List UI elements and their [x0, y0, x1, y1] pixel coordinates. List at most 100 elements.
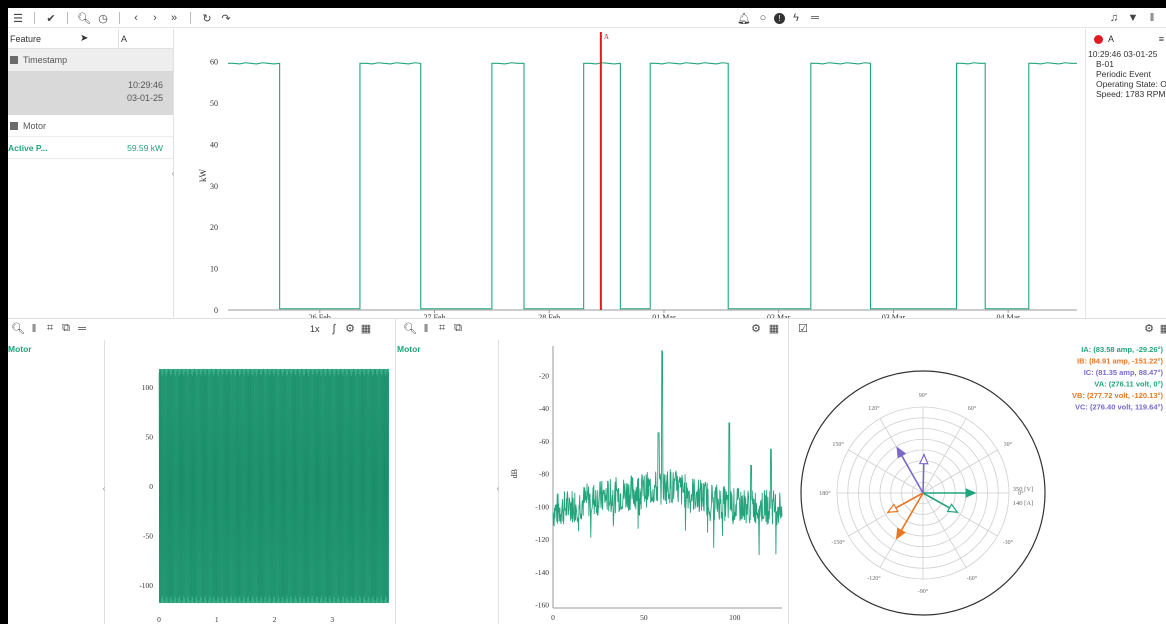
- y-axis-label: dB: [510, 469, 519, 478]
- feature-row-active-power[interactable]: Active P... 59.59 kW: [8, 137, 173, 159]
- timestamp-date: 03-01-25: [126, 93, 163, 103]
- pause-icon[interactable]: ‖: [423, 322, 429, 335]
- y-tick-label: 60: [210, 58, 218, 67]
- x-tick-label: 3: [330, 615, 334, 624]
- toolbar-right-group: ♫ ▼ ‖ ▯: [1106, 10, 1166, 26]
- grid-icon[interactable]: ▦: [1159, 323, 1166, 335]
- gear-icon[interactable]: ⚙: [751, 323, 761, 335]
- motor-section[interactable]: Motor: [8, 115, 173, 137]
- phasor-legend-entry: VB: (277.72 volt, -120.13°): [1072, 391, 1163, 400]
- panel-divider: [498, 340, 499, 624]
- next-icon[interactable]: ›: [153, 12, 157, 24]
- timestamp-section-label: Timestamp: [23, 55, 68, 65]
- grid-icon[interactable]: ▦: [360, 323, 372, 335]
- integral-icon[interactable]: ∫: [332, 322, 336, 335]
- feature-column-label[interactable]: Feature: [10, 33, 42, 44]
- layers-icon[interactable]: ⧉: [454, 322, 462, 334]
- menu-icon[interactable]: ≡: [1158, 34, 1164, 44]
- timestamp-time: 10:29:46: [127, 80, 163, 90]
- phasor-grid-spoke: [848, 449, 924, 494]
- column-a-label[interactable]: A: [118, 29, 173, 48]
- active-power-series-line: [228, 62, 1077, 310]
- phasor-grid-spoke: [922, 418, 967, 494]
- equals-icon[interactable]: ═: [811, 12, 819, 24]
- phasor-chart[interactable]: 90° 60° 30° 0° -30° -60° -90° -120° -150° 180° 150…: [789, 340, 1166, 624]
- filter-icon[interactable]: ▼: [1127, 12, 1139, 24]
- comment-icon[interactable]: ○: [759, 12, 767, 24]
- collapse-handle-icon[interactable]: ‹: [496, 484, 500, 493]
- toolbar-left-group: ☰ ✔ 🔍︎ ◷ ‹ › » ↻ ↷: [10, 10, 234, 26]
- gear-icon[interactable]: ⚙: [345, 323, 355, 335]
- checkbox-icon[interactable]: ☑: [798, 323, 808, 335]
- phasor-outer-circle: [800, 370, 1046, 616]
- x-tick-label: 50: [640, 613, 648, 622]
- y-tick-label: -100: [535, 502, 549, 511]
- cursor-info-panel: A ≡ 10:29:46 03-01-25 B-01 Periodic Even…: [1085, 29, 1166, 318]
- checkmark-icon[interactable]: ✔: [46, 12, 56, 25]
- menu-icon[interactable]: ☰: [13, 12, 23, 25]
- feature-value: 59.59 kW: [127, 142, 163, 153]
- refresh-icon[interactable]: ↻: [202, 12, 212, 25]
- spectrum-chart[interactable]: -20-40-60-80-100-120-140-160050100dBHz: [499, 340, 787, 624]
- pause-icon[interactable]: ‖: [1149, 12, 1155, 24]
- clock-icon[interactable]: ◷: [98, 12, 108, 25]
- waveform-feature-label: Motor: [8, 344, 32, 354]
- phasor-radial-label: 350 [V]: [1013, 486, 1033, 493]
- zoom-icon[interactable]: 🔍︎: [77, 12, 91, 25]
- cursor-arrow-icon[interactable]: ➤: [80, 33, 89, 44]
- phasor-arrow-head: [895, 527, 906, 540]
- app-window: ☰ ✔ 🔍︎ ◷ ‹ › » ↻ ↷ 🔔︎ ○ ! ϟ ═ ♫ ▼ ‖ ▯: [8, 8, 1166, 624]
- y-axis-label: kW: [198, 169, 208, 183]
- phasor-angle-label: -150°: [831, 539, 845, 546]
- phasor-legend-entry: IA: (83.58 amp, -29.26°): [1081, 345, 1163, 354]
- collapse-handle-icon[interactable]: ‹: [102, 484, 106, 493]
- panel-divider: [395, 318, 396, 624]
- chart-icon[interactable]: ⌗: [438, 322, 446, 334]
- collapse-square-icon[interactable]: [10, 56, 18, 64]
- feature-table-header: Feature ➤ A: [8, 29, 173, 49]
- equals-icon[interactable]: ═: [78, 322, 86, 335]
- phasor-angle-label: 30°: [1004, 441, 1013, 448]
- notification-icon[interactable]: ♫: [1109, 12, 1119, 24]
- waveform-zoom-label[interactable]: 1x: [310, 323, 320, 334]
- x-tick-label: 28 Feb: [538, 313, 560, 318]
- cursor-marker-icon[interactable]: [1094, 34, 1103, 44]
- info-icon[interactable]: !: [774, 12, 785, 24]
- chart-icon[interactable]: ⌗: [46, 322, 54, 334]
- collapse-square-icon[interactable]: [10, 121, 18, 130]
- phasor-legend-entry: VC: (276.40 volt, 119.64°): [1075, 403, 1164, 412]
- zoom-icon[interactable]: 🔍︎: [403, 323, 417, 335]
- prev-icon[interactable]: ‹: [134, 12, 138, 24]
- cursor-info-timestamp: 10:29:46 03-01-25: [1088, 49, 1158, 59]
- top-toolbar: ☰ ✔ 🔍︎ ◷ ‹ › » ↻ ↷ 🔔︎ ○ ! ϟ ═ ♫ ▼ ‖ ▯: [8, 8, 1166, 28]
- cursor-info-label: A: [1108, 34, 1115, 44]
- bell-icon[interactable]: 🔔︎: [737, 12, 751, 25]
- zoom-icon[interactable]: 🔍︎: [11, 323, 25, 335]
- timestamp-section[interactable]: Timestamp: [8, 49, 173, 71]
- phasor-angle-label: 0°: [1018, 490, 1024, 497]
- signal-icon[interactable]: ϟ: [793, 12, 799, 24]
- fast-forward-icon[interactable]: »: [170, 12, 178, 24]
- spectrum-series-line: [552, 350, 783, 556]
- spectrum-feature-label: Motor: [397, 344, 421, 354]
- panel-divider: [104, 340, 105, 624]
- y-tick-label: 100: [142, 383, 154, 392]
- main-trend-chart[interactable]: 0 10 20 30 40 50 60 kW 26 Feb 27 Feb 28 Feb 01 Mar 0…: [178, 29, 1083, 322]
- phasor-angle-label: 90°: [919, 392, 928, 399]
- y-tick-label: 30: [210, 182, 218, 191]
- grid-icon[interactable]: ▦: [768, 323, 780, 335]
- redo-icon[interactable]: ↷: [221, 12, 231, 25]
- phasor-angle-label: -30°: [1003, 539, 1014, 546]
- layers-icon[interactable]: ⧉: [62, 322, 70, 334]
- phasor-angle-label: -90°: [918, 588, 929, 595]
- main-trend-svg[interactable]: 0 10 20 30 40 50 60 kW 26 Feb 27 Feb 28 Feb 01 Mar 0…: [178, 29, 1083, 322]
- x-tick-label: 1: [215, 615, 219, 624]
- collapse-handle-icon[interactable]: ‹: [171, 169, 175, 178]
- y-tick-label: -80: [539, 470, 549, 479]
- pause-icon[interactable]: ‖: [31, 322, 37, 335]
- gear-icon[interactable]: ⚙: [1144, 323, 1154, 335]
- phasor-angle-label: -60°: [967, 575, 978, 582]
- phasor-legend-entry: IB: (84.91 amp, -151.22°): [1077, 357, 1163, 366]
- y-tick-label: 40: [210, 140, 218, 149]
